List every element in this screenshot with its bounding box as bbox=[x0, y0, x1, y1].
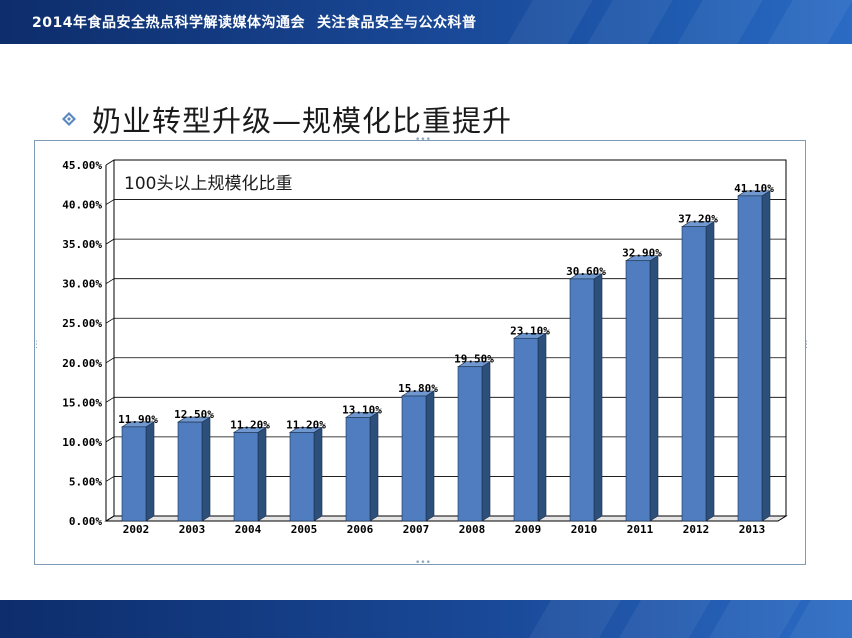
resize-handle-bottom[interactable]: ••• bbox=[415, 558, 431, 568]
bar bbox=[513, 337, 539, 522]
plot-back-wall bbox=[113, 159, 787, 517]
bar-side bbox=[537, 332, 547, 522]
x-tick-label: 2010 bbox=[571, 523, 598, 536]
data-label: 23.10% bbox=[510, 324, 550, 337]
gridline-side bbox=[105, 396, 115, 403]
bar-side bbox=[145, 421, 155, 522]
bar-side bbox=[257, 426, 267, 522]
x-tick-label: 2003 bbox=[179, 523, 206, 536]
x-tick-label: 2011 bbox=[627, 523, 654, 536]
y-tick-label: 10.00% bbox=[62, 436, 102, 449]
y-tick-label: 25.00% bbox=[62, 317, 102, 330]
chart-frame[interactable]: ••• ••• ⋮ ⋮ bbox=[32, 136, 811, 568]
bar-side bbox=[425, 390, 435, 522]
heading-text: 奶业转型升级—规模化比重提升 bbox=[92, 104, 513, 138]
data-label: 37.20% bbox=[678, 213, 718, 226]
banner-title: 2014年食品安全热点科学解读媒体沟通会 关注食品安全与公众科普 bbox=[32, 12, 476, 32]
banner-subtitle: 关注食品安全与公众科普 bbox=[316, 15, 477, 31]
bottom-banner bbox=[0, 600, 852, 638]
y-tick-label: 20.00% bbox=[62, 357, 102, 370]
y-tick-label: 5.00% bbox=[69, 475, 102, 488]
bar-side bbox=[313, 426, 323, 522]
y-tick-label: 15.00% bbox=[62, 396, 102, 409]
y-tick-label: 40.00% bbox=[62, 199, 102, 212]
banner-title-text: 2014年食品安全热点科学解读媒体沟通会 bbox=[32, 15, 305, 31]
x-tick-label: 2002 bbox=[123, 523, 150, 536]
resize-handle-top[interactable]: ••• bbox=[415, 135, 431, 145]
bar-side bbox=[593, 273, 603, 522]
bar bbox=[121, 426, 147, 522]
bar-side bbox=[649, 255, 659, 522]
y-tick-label: 0.00% bbox=[69, 515, 102, 528]
data-label: 13.10% bbox=[342, 403, 382, 416]
y-tick-label: 35.00% bbox=[62, 238, 102, 251]
bar-side bbox=[705, 221, 715, 522]
x-tick-label: 2008 bbox=[459, 523, 486, 536]
gridline-side bbox=[105, 317, 115, 324]
x-tick-label: 2009 bbox=[515, 523, 542, 536]
y-tick-label: 30.00% bbox=[62, 278, 102, 291]
x-tick-label: 2004 bbox=[235, 523, 262, 536]
data-label: 30.60% bbox=[566, 265, 606, 278]
gridline-side bbox=[105, 238, 115, 245]
chart-labels: 0.00% 5.00% 10.00% 15.00% 20.00% 25.00% 30.00%… bbox=[62, 159, 774, 536]
bar-side bbox=[761, 190, 771, 522]
gridline-side bbox=[105, 159, 115, 166]
gridline-side bbox=[105, 357, 115, 364]
bar bbox=[737, 195, 763, 522]
chart-bars bbox=[120, 190, 772, 522]
data-label: 11.20% bbox=[230, 418, 270, 431]
data-label: 11.90% bbox=[118, 413, 158, 426]
bar bbox=[289, 432, 315, 522]
data-label: 12.50% bbox=[174, 408, 214, 421]
x-tick-label: 2005 bbox=[291, 523, 318, 536]
gridline-side bbox=[105, 199, 115, 205]
gridline-side bbox=[105, 436, 115, 443]
data-label: 32.90% bbox=[622, 247, 662, 260]
x-tick-label: 2006 bbox=[347, 523, 374, 536]
data-label: 11.20% bbox=[286, 418, 326, 431]
gridline-side bbox=[105, 476, 115, 482]
resize-handle-left[interactable]: ⋮ bbox=[32, 340, 41, 350]
bar bbox=[569, 278, 595, 522]
bar-side bbox=[481, 361, 491, 522]
bar bbox=[401, 395, 427, 522]
bar bbox=[345, 417, 371, 522]
chart-grid bbox=[104, 159, 788, 522]
x-tick-label: 2007 bbox=[403, 523, 430, 536]
gridline-side bbox=[105, 278, 115, 285]
bar bbox=[625, 260, 651, 522]
x-tick-label: 2012 bbox=[683, 523, 710, 536]
bar bbox=[233, 432, 259, 522]
bar bbox=[681, 226, 707, 522]
resize-handle-right[interactable]: ⋮ bbox=[802, 340, 811, 350]
bar-side bbox=[201, 416, 211, 522]
data-label: 15.80% bbox=[398, 382, 438, 395]
data-label: 41.10% bbox=[734, 182, 774, 195]
slide-heading: 奶业转型升级—规模化比重提升 bbox=[62, 98, 512, 140]
x-tick-label: 2013 bbox=[739, 523, 766, 536]
bar bbox=[457, 366, 483, 522]
bar-chart: 0.00% 5.00% 10.00% 15.00% 20.00% 25.00% 30.00%… bbox=[62, 159, 788, 536]
bar bbox=[177, 421, 203, 522]
bar-side bbox=[369, 411, 379, 522]
y-tick-label: 45.00% bbox=[62, 159, 102, 172]
gridline-side bbox=[105, 515, 115, 522]
top-banner: 2014年食品安全热点科学解读媒体沟通会 关注食品安全与公众科普 bbox=[0, 0, 852, 44]
chart-title: 100头以上规模化比重 bbox=[124, 174, 292, 194]
data-label: 19.50% bbox=[454, 353, 494, 366]
diamond-bullet-icon bbox=[62, 112, 76, 126]
